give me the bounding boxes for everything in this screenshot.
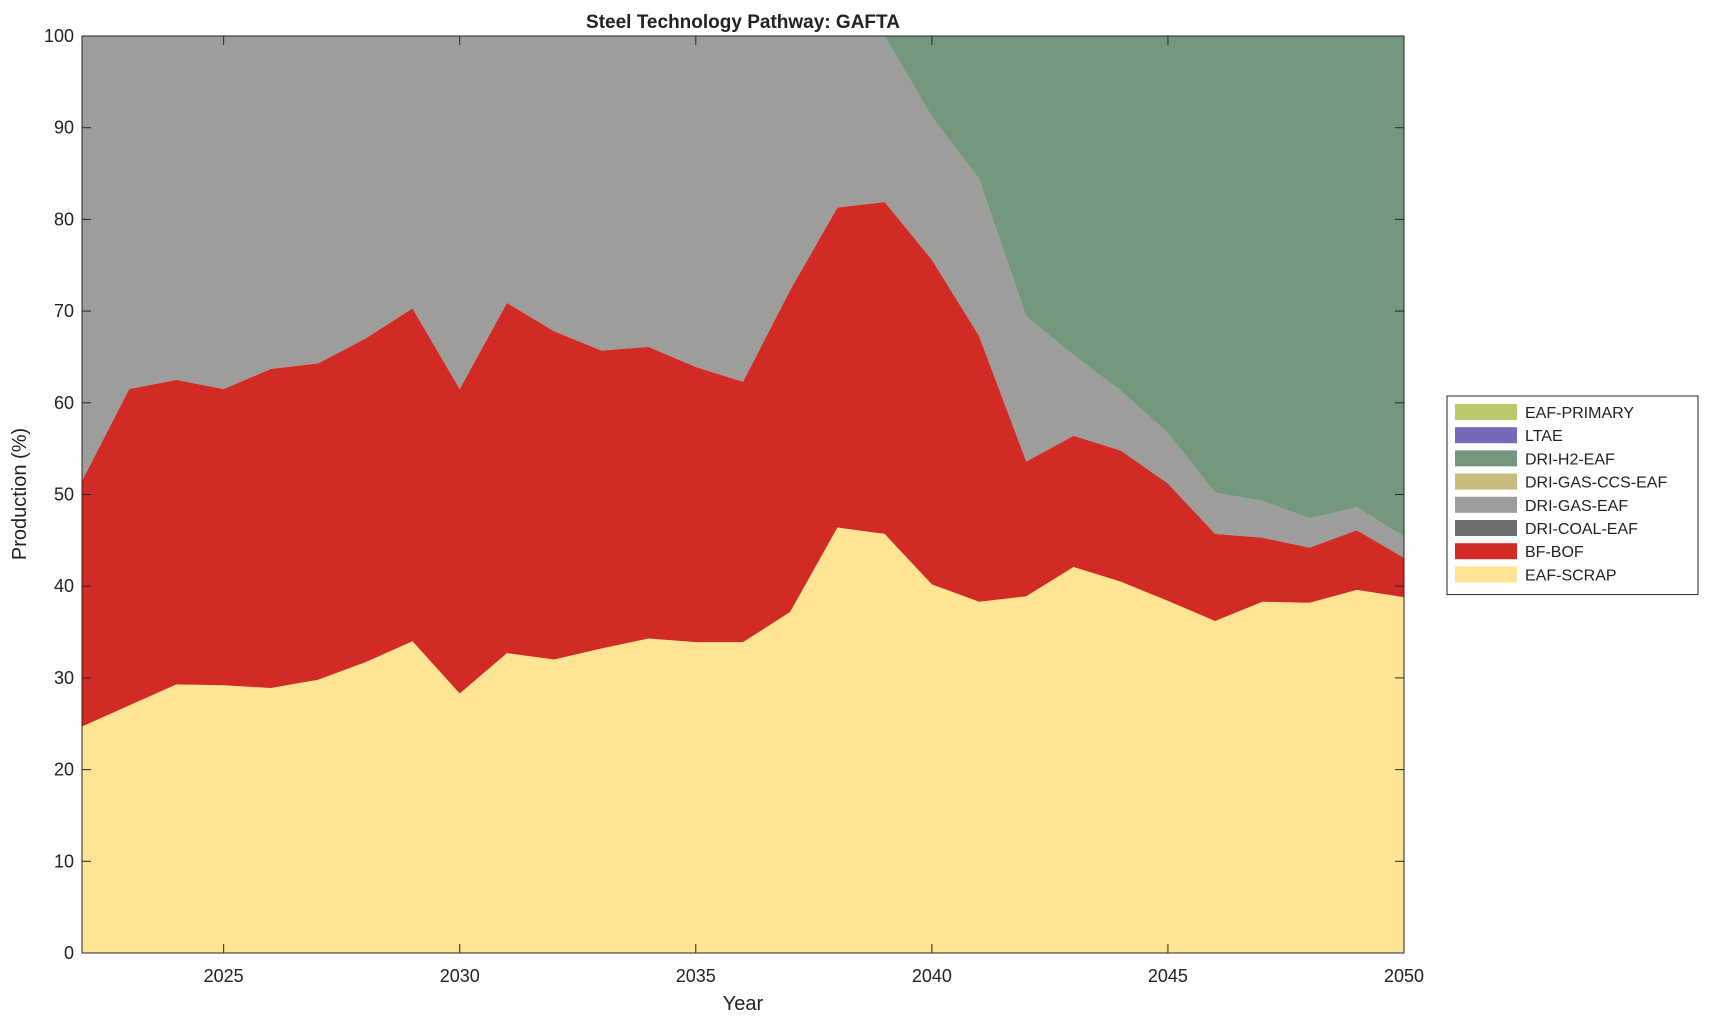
y-axis-label: Production (%): [9, 428, 31, 560]
legend-item-eaf-primary: EAF-PRIMARY: [1455, 404, 1634, 422]
area-bf-bof: [82, 201, 1404, 727]
legend-label: DRI-GAS-CCS-EAF: [1525, 475, 1667, 492]
x-tick-label: 2030: [440, 966, 480, 986]
x-tick-label: 2040: [912, 966, 952, 986]
area-eaf-scrap: [82, 527, 1404, 953]
legend-label: EAF-SCRAP: [1525, 567, 1617, 584]
legend-item-eaf-scrap: EAF-SCRAP: [1455, 566, 1617, 584]
legend-label: DRI-GAS-EAF: [1525, 498, 1628, 515]
legend: EAF-PRIMARY LTAE DRI-H2-EAF DRI-GAS-CCS-EAF…: [1446, 395, 1699, 596]
y-tick-label: 40: [54, 576, 74, 596]
y-tick-label: 10: [54, 851, 74, 871]
y-tick-label: 50: [54, 485, 74, 505]
area-dri-gas-eaf: [82, 36, 1404, 558]
x-tick-label: 2025: [204, 966, 244, 986]
x-axis-label: Year: [723, 993, 764, 1015]
legend-swatch: [1455, 520, 1517, 536]
x-tick-label: 2045: [1148, 966, 1188, 986]
y-tick-label: 20: [54, 760, 74, 780]
y-tick-label: 0: [64, 943, 74, 963]
legend-item-dri-h2-eaf: DRI-H2-EAF: [1455, 450, 1615, 468]
legend-item-ltae: LTAE: [1455, 427, 1563, 445]
legend-swatch: [1455, 543, 1517, 560]
x-axis: 2025 2030 2035 2040 2045 2050: [204, 36, 1424, 986]
area-dri-h2-eaf: [82, 36, 1404, 537]
chart-title: Steel Technology Pathway: GAFTA: [586, 12, 900, 33]
y-tick-label: 100: [44, 26, 74, 46]
legend-label: EAF-PRIMARY: [1525, 405, 1634, 422]
y-tick-label: 60: [54, 393, 74, 413]
x-tick-label: 2035: [676, 966, 716, 986]
y-tick-label: 80: [54, 209, 74, 229]
y-tick-label: 70: [54, 301, 74, 321]
legend-swatch: [1455, 496, 1517, 513]
legend-label: BF-BOF: [1525, 544, 1584, 561]
y-tick-label: 90: [54, 118, 74, 138]
legend-item-dri-gas-eaf: DRI-GAS-EAF: [1455, 496, 1628, 515]
legend-item-bf-bof: BF-BOF: [1455, 543, 1584, 561]
legend-label: DRI-COAL-EAF: [1525, 521, 1638, 538]
legend-swatch: [1455, 450, 1517, 467]
legend-swatch: [1455, 566, 1517, 583]
legend-item-dri-gas-ccs-eaf: DRI-GAS-CCS-EAF: [1455, 473, 1667, 492]
legend-label: DRI-H2-EAF: [1525, 451, 1615, 468]
x-tick-label: 2050: [1384, 966, 1424, 986]
legend-swatch: [1455, 404, 1517, 420]
areas: [82, 36, 1404, 953]
legend-label: LTAE: [1525, 428, 1563, 445]
legend-swatch: [1455, 473, 1517, 490]
legend-box: [1446, 395, 1699, 596]
y-tick-label: 30: [54, 668, 74, 688]
legend-swatch: [1455, 427, 1517, 444]
legend-item-dri-coal-eaf: DRI-COAL-EAF: [1455, 520, 1638, 538]
y-axis: 0 10 20 30 40 50 60 70 80 90 100: [44, 26, 1404, 963]
